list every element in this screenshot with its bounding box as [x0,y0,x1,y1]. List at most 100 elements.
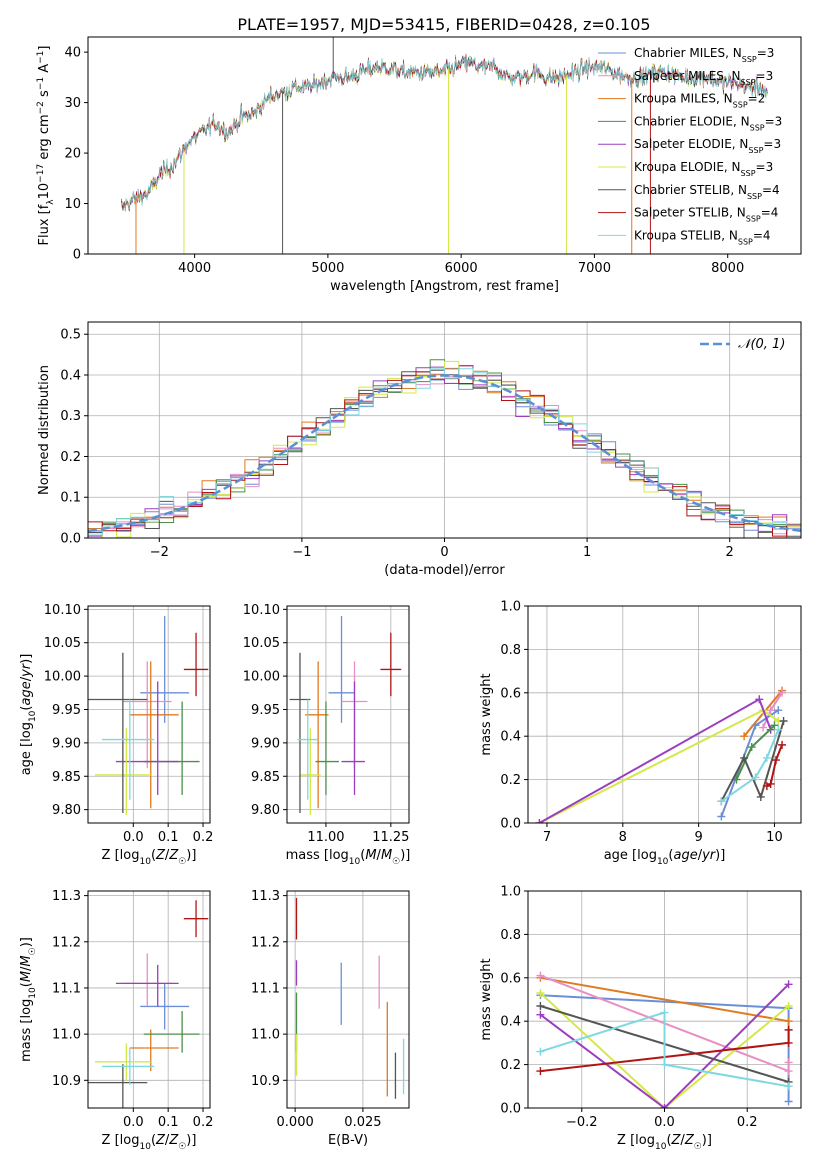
axis-label-part: / [19,966,34,971]
axis-label-part: A [37,64,52,77]
axis-label-part: )] [400,848,410,863]
data-point-marker [766,779,775,788]
x-tick-label: 7 [543,830,551,845]
errorbar-chabrier-elodie [315,701,339,795]
legend-entry-n: =3 [765,114,783,128]
axis-label: (data-model)/error [384,563,505,578]
legend-entry-label: Chabrier MILES, N [634,46,742,60]
axis-label-part: −1 [36,77,46,90]
axis-label-part: mass weight [479,673,494,755]
axis-label-part: 10 [28,987,38,999]
line-path [538,697,772,823]
x-tick-label: 11.25 [372,830,409,845]
data-point-marker [536,971,545,980]
legend-entry: Salpeter STELIB, NSSP=4 [634,206,778,224]
data-point-marker [536,1067,545,1076]
axis-label-part: ] [37,46,52,51]
line-series-chabrier-miles [717,706,783,821]
errorbar-kroupa-elodie [299,728,321,815]
axis-label: mass weight [479,958,494,1040]
data-point-marker [536,1047,545,1056]
axis-label-part: E(B-V) [328,1133,368,1148]
x-tick-label: 2 [726,545,734,560]
line-path [539,983,790,1108]
x-tick-label: 10 [766,830,783,845]
data-point-marker [784,1067,793,1076]
x-tick-label: 0.0 [654,1115,675,1130]
data-point-marker [784,1025,793,1034]
axis-label-part: / [377,848,382,863]
legend-entry-n: =2 [748,92,766,106]
histogram-salpeter-elodie [88,365,801,538]
errorbar-kroupa-stelib [297,699,319,800]
y-tick-label: 9.90 [251,736,280,751]
x-tick-label: 0.2 [193,830,214,845]
x-tick-label: 0.1 [158,830,179,845]
y-tick-label: 0.2 [500,773,521,788]
legend-entry-label: Kroupa ELODIE, N [634,160,741,174]
y-tick-label: 10.9 [52,1074,81,1089]
legend-entry-sub: SSP [738,237,753,246]
panel-age_vs_mass: 11.00 11.25 9.80 9.85 9.90 9.95 10.00 10.05 10.1… [243,603,411,867]
data-point-marker [759,723,768,732]
axis-label: Z [log10(Z/Z☉)] [102,1133,197,1152]
legend-entry: Chabrier STELIB, NSSP=4 [634,183,780,201]
line-path [540,976,789,1023]
data-point-marker [747,743,756,752]
axis-label: wavelength [Angstrom, rest frame] [330,279,559,294]
y-tick-label: 0.0 [60,532,81,547]
data-point-marker [784,1002,793,1011]
errorbar-kroupa-stelib [101,699,155,800]
x-tick-label: −2 [150,545,169,560]
axis-label-part: age [log [19,722,34,775]
axes-frame [87,36,802,255]
axis-label-part: 10 [139,857,151,867]
plot-area-age_vs_mass [289,616,402,815]
legend-entry-sub: SSP [746,214,761,223]
y-tick-label: 11.0 [52,1028,81,1043]
legend-entry: Kroupa MILES, NSSP=2 [634,92,765,110]
axis-label-part: age [673,848,697,863]
y-tick-label: 10.05 [243,636,280,651]
axis-label-part: −1 [36,51,46,64]
x-tick-label: 0.025 [344,1115,381,1130]
y-tick-label: 10.10 [44,603,81,618]
axis-label-part: wavelength [Angstrom, rest frame] [330,279,559,294]
plot-area-massweight_vs_Z [536,971,793,1108]
errorbar-chabrier-stelib [88,1064,148,1108]
y-tick-label: 9.80 [251,803,280,818]
legend-entry-n: =3 [756,69,774,83]
axis-label-part: Z [671,1133,682,1148]
axis-label-part: M [19,971,34,982]
y-tick-label: 0.4 [500,1015,521,1030]
plot-area-massweight_vs_age [535,686,788,823]
y-tick-label: 11.1 [52,981,81,996]
axis-label-part: / [165,1133,170,1148]
axis-label: age [log10(age/yr)] [604,848,726,867]
data-point-marker [751,721,760,730]
grid-mass_vs_Z [88,891,210,1108]
plot-area-age_vs_Z [88,616,209,815]
errorbar-chabrier-miles [140,616,190,723]
histogram-kroupa-stelib [88,368,801,536]
x-tick-label: 8 [619,830,627,845]
axis-label-part: ( [19,982,34,987]
x-tick-label: 0.2 [193,1115,214,1130]
legend-entry-label: Salpeter ELODIE, N [634,137,748,151]
line-path [766,744,783,787]
legend-entry: Salpeter ELODIE, NSSP=3 [634,137,781,155]
data-point-marker [536,1010,545,1019]
legend-entry-label: Chabrier ELODIE, N [634,114,750,128]
axis-label-part: Normed distribution [37,365,52,495]
axis-label-part: erg cm [37,114,52,163]
errorbar-salpeter-stelib [183,900,209,938]
y-tick-label: 0 [73,248,81,263]
x-tick-label: 11.00 [307,830,344,845]
line-path [720,729,780,803]
axes-residuals: −2 −1 0 1 2 0.0 0.1 0.2 0.3 0.4 0.5 (data-model)/er… [37,321,802,578]
axes-frame [527,605,802,824]
x-tick-label: 0.0 [123,830,144,845]
axis-label-part: 10 [655,1142,667,1152]
